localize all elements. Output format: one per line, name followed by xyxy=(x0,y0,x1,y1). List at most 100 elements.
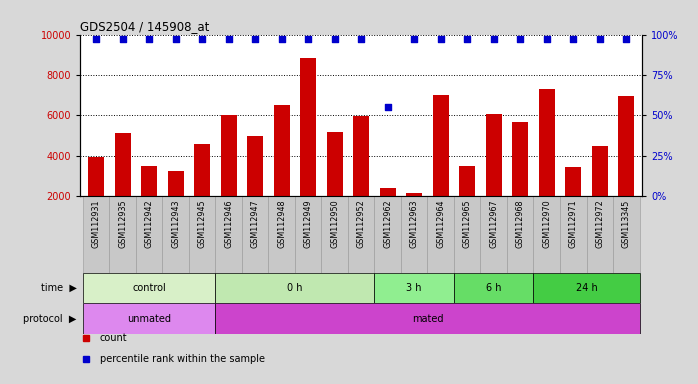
Text: GSM112931: GSM112931 xyxy=(91,200,101,248)
Bar xyxy=(216,196,242,273)
Bar xyxy=(114,133,131,196)
Text: 24 h: 24 h xyxy=(576,283,597,293)
Text: 6 h: 6 h xyxy=(486,283,501,293)
Text: GSM112968: GSM112968 xyxy=(516,200,525,248)
Text: 0 h: 0 h xyxy=(287,283,303,293)
Point xyxy=(91,36,102,43)
Text: time  ▶: time ▶ xyxy=(41,283,77,293)
Bar xyxy=(141,166,157,196)
Text: count: count xyxy=(100,333,128,343)
Point xyxy=(197,36,208,43)
Bar xyxy=(353,116,369,196)
Bar xyxy=(216,303,639,334)
Bar xyxy=(242,196,269,273)
Bar xyxy=(163,196,189,273)
Point xyxy=(408,36,419,43)
Bar xyxy=(533,273,639,303)
Text: GSM112948: GSM112948 xyxy=(277,200,286,248)
Text: mated: mated xyxy=(412,314,443,324)
Text: GSM112943: GSM112943 xyxy=(171,200,180,248)
Bar xyxy=(565,167,581,196)
Text: control: control xyxy=(133,283,166,293)
Point xyxy=(514,36,526,43)
Point xyxy=(567,36,579,43)
Point xyxy=(170,36,181,43)
Bar xyxy=(322,196,348,273)
Text: GSM112949: GSM112949 xyxy=(304,200,313,248)
Bar xyxy=(348,196,374,273)
Bar xyxy=(247,136,263,196)
Bar xyxy=(274,105,290,196)
Bar xyxy=(560,196,586,273)
Point xyxy=(382,104,393,110)
Bar xyxy=(216,273,374,303)
Bar xyxy=(533,196,560,273)
Point xyxy=(461,36,473,43)
Text: GSM112935: GSM112935 xyxy=(118,200,127,248)
Bar xyxy=(592,146,608,196)
Point xyxy=(276,36,288,43)
Text: GSM112963: GSM112963 xyxy=(410,200,419,248)
Point xyxy=(144,36,155,43)
Text: GSM112947: GSM112947 xyxy=(251,200,260,248)
Text: GSM112967: GSM112967 xyxy=(489,200,498,248)
Bar xyxy=(427,196,454,273)
Bar xyxy=(83,273,216,303)
Text: GSM112965: GSM112965 xyxy=(463,200,472,248)
Bar xyxy=(486,114,502,196)
Text: GSM112972: GSM112972 xyxy=(595,200,604,248)
Bar xyxy=(295,196,322,273)
Text: GDS2504 / 145908_at: GDS2504 / 145908_at xyxy=(80,20,209,33)
Bar xyxy=(454,196,480,273)
Bar xyxy=(374,273,454,303)
Bar xyxy=(618,96,634,196)
Point xyxy=(117,36,128,43)
Text: percentile rank within the sample: percentile rank within the sample xyxy=(100,354,265,364)
Point xyxy=(435,36,446,43)
Bar xyxy=(401,196,427,273)
Bar xyxy=(83,303,216,334)
Bar xyxy=(433,95,449,196)
Bar xyxy=(300,58,316,196)
Text: unmated: unmated xyxy=(127,314,171,324)
Point xyxy=(250,36,261,43)
Bar xyxy=(539,89,555,196)
Bar xyxy=(406,193,422,196)
Point xyxy=(223,36,235,43)
Bar xyxy=(613,196,639,273)
Bar xyxy=(454,273,533,303)
Text: GSM112942: GSM112942 xyxy=(144,200,154,248)
Text: protocol  ▶: protocol ▶ xyxy=(24,314,77,324)
Text: GSM112952: GSM112952 xyxy=(357,200,366,248)
Text: GSM112962: GSM112962 xyxy=(383,200,392,248)
Point xyxy=(594,36,605,43)
Bar xyxy=(88,157,104,196)
Bar xyxy=(136,196,163,273)
Bar xyxy=(374,196,401,273)
Bar xyxy=(586,196,613,273)
Bar xyxy=(380,188,396,196)
Text: GSM112971: GSM112971 xyxy=(569,200,578,248)
Point xyxy=(541,36,552,43)
Bar xyxy=(480,196,507,273)
Text: GSM112946: GSM112946 xyxy=(224,200,233,248)
Bar xyxy=(269,196,295,273)
Bar xyxy=(168,170,184,196)
Text: GSM112964: GSM112964 xyxy=(436,200,445,248)
Text: GSM112950: GSM112950 xyxy=(330,200,339,248)
Bar xyxy=(327,132,343,196)
Bar xyxy=(512,122,528,196)
Bar xyxy=(221,115,237,196)
Text: 3 h: 3 h xyxy=(406,283,422,293)
Text: GSM112970: GSM112970 xyxy=(542,200,551,248)
Bar xyxy=(83,196,110,273)
Bar xyxy=(189,196,216,273)
Point xyxy=(356,36,367,43)
Bar xyxy=(194,144,210,196)
Point xyxy=(329,36,341,43)
Bar xyxy=(459,166,475,196)
Point xyxy=(488,36,499,43)
Bar xyxy=(507,196,533,273)
Text: GSM113345: GSM113345 xyxy=(622,200,631,248)
Bar xyxy=(110,196,136,273)
